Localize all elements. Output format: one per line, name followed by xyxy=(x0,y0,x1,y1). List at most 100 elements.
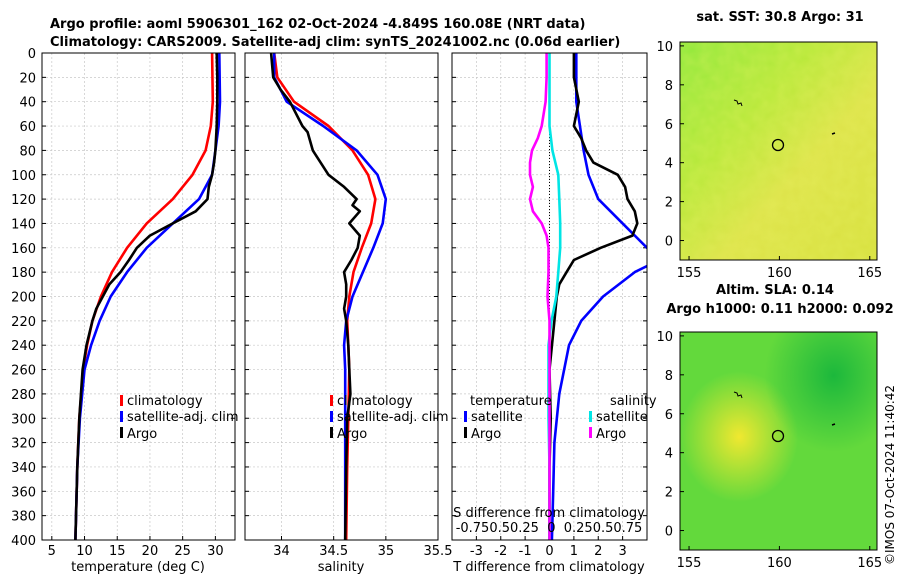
legend-label-satellite: satellite-adj. clim xyxy=(127,410,239,425)
sst-axis-ticks: 155 160 165 0 2 4 6 8 10 xyxy=(656,40,882,281)
title-line1: Argo profile: aoml 5906301_162 02-Oct-20… xyxy=(50,17,585,32)
panel-difference-frame xyxy=(451,52,648,541)
x-tick-label: 0 xyxy=(545,544,553,559)
legend-swatch-argo xyxy=(120,427,123,438)
sst-map-frame xyxy=(679,41,878,261)
y-tick-label: 140 xyxy=(11,217,36,232)
legend-title-temperature: temperature xyxy=(470,394,552,409)
x-tick-label: 15 xyxy=(109,544,126,559)
x-tick-label: 34 xyxy=(273,544,290,559)
sla-argo-position-marker xyxy=(771,429,785,443)
y-tick-label: 180 xyxy=(11,266,36,281)
map-y-tick-label: 8 xyxy=(665,79,673,94)
map-y-tick-label: 0 xyxy=(665,525,673,540)
sst-island-mark xyxy=(831,132,836,135)
legend-swatch-t-satellite xyxy=(464,411,467,422)
y-tick-label: 360 xyxy=(11,485,36,500)
xlabel-difference: T difference from climatology xyxy=(452,560,645,575)
x-tick-label: -1 xyxy=(519,544,532,559)
y-tick-label: 220 xyxy=(11,315,36,330)
y-tick-label: 320 xyxy=(11,437,36,452)
legend-label-s-argo: Argo xyxy=(596,427,626,442)
map-y-tick-label: 10 xyxy=(656,330,673,345)
y-tick-label: 200 xyxy=(11,291,36,306)
map-x-tick-label: 155 xyxy=(677,266,702,281)
x-tick-label: -3 xyxy=(470,544,483,559)
legend-swatch-climatology xyxy=(330,395,333,406)
legend-title-salinity: salinity xyxy=(610,394,657,409)
y-tick-label: 280 xyxy=(11,388,36,403)
map-x-tick-label: 160 xyxy=(767,556,792,571)
map-y-tick-label: 6 xyxy=(665,118,673,133)
y-tick-label: 400 xyxy=(11,534,36,549)
y-tick-label: 0 xyxy=(28,47,36,62)
timestamp: ©IMOS 07-Oct-2024 11:40:42 xyxy=(883,385,897,565)
y-tick-label: 80 xyxy=(19,144,36,159)
x-tick-label: 2 xyxy=(594,544,602,559)
x-tick-label: 5 xyxy=(48,544,56,559)
legend-swatch-s-satellite xyxy=(589,411,592,422)
xlabel-temperature: temperature (deg C) xyxy=(71,560,205,575)
y-tick-label: 120 xyxy=(11,193,36,208)
ticks-layer: 5 10 15 20 25 30 34 34.5 35 35.5 -3 -2 -1 0 1 2 30204060… xyxy=(11,47,647,559)
x-tick-label: 20 xyxy=(142,544,159,559)
y-tick-label: 20 xyxy=(19,71,36,86)
x-tick-label: 10 xyxy=(76,544,93,559)
x-tick-label: -2 xyxy=(494,544,507,559)
y-tick-label: 340 xyxy=(11,461,36,476)
series-line-satellite-adj-clim xyxy=(272,53,388,540)
y-tick-label: 160 xyxy=(11,242,36,257)
sst-island-mark xyxy=(733,99,743,107)
legend-label-argo: Argo xyxy=(337,427,367,442)
x-tick-label: 35.5 xyxy=(424,544,453,559)
series-line-argo xyxy=(74,53,219,540)
series-line-t-argo xyxy=(548,53,639,540)
y-tick-label: 100 xyxy=(11,169,36,184)
title-line2: Climatology: CARS2009. Satellite-adj cli… xyxy=(50,35,620,50)
map-y-tick-label: 2 xyxy=(665,486,673,501)
legend-swatch-climatology xyxy=(120,395,123,406)
legend-label-argo: Argo xyxy=(127,427,157,442)
legend-swatch-t-argo xyxy=(464,427,467,438)
series-line-s-argo xyxy=(528,53,551,540)
map-y-tick-label: 10 xyxy=(656,40,673,55)
map-y-tick-label: 8 xyxy=(665,369,673,384)
map-y-tick-label: 4 xyxy=(665,157,673,172)
legend-label-t-satellite: satellite xyxy=(471,410,523,425)
map-y-tick-label: 6 xyxy=(665,408,673,423)
map-y-tick-label: 4 xyxy=(665,447,673,462)
legend-salinity-panel: climatology satellite-adj. clim Argo xyxy=(330,394,449,442)
legend-difference-panel: temperature salinity satellite Argo sate… xyxy=(464,394,657,442)
x-tick-label: 3 xyxy=(618,544,626,559)
y-tick-label: 240 xyxy=(11,339,36,354)
legend-swatch-s-argo xyxy=(589,427,592,438)
legend-label-climatology: climatology xyxy=(127,394,203,409)
xlabel-salinity: salinity xyxy=(318,560,365,575)
sla-map-frame xyxy=(679,331,878,551)
y-tick-label: 300 xyxy=(11,412,36,427)
legend-swatch-argo xyxy=(330,427,333,438)
map-x-tick-label: 155 xyxy=(677,556,702,571)
x-tick-label: 34.5 xyxy=(319,544,348,559)
sla-map-title1: Altim. SLA: 0.14 xyxy=(716,283,834,298)
y-tick-label: 380 xyxy=(11,510,36,525)
legend-temperature-panel: climatology satellite-adj. clim Argo xyxy=(120,394,239,442)
sst-map-title: sat. SST: 30.8 Argo: 31 xyxy=(696,10,863,25)
legend-label-satellite: satellite-adj. clim xyxy=(337,410,449,425)
y-tick-label: 60 xyxy=(19,120,36,135)
sla-map-title2: Argo h1000: 0.11 h2000: 0.092 xyxy=(666,302,893,317)
y-tick-label: 40 xyxy=(19,96,36,111)
legend-swatch-satellite xyxy=(120,411,123,422)
panel-salinity-frame xyxy=(244,52,439,541)
s-diff-label: S difference from climatology xyxy=(453,506,645,521)
map-x-tick-label: 160 xyxy=(767,266,792,281)
legend-swatch-satellite xyxy=(330,411,333,422)
legend-label-t-argo: Argo xyxy=(471,427,501,442)
s-diff-ticks: -0.750.50.25 0 0.250.50.75 xyxy=(456,521,643,536)
map-y-tick-label: 0 xyxy=(665,235,673,250)
series-line-argo xyxy=(269,53,362,540)
legend-label-s-satellite: satellite xyxy=(596,410,648,425)
y-tick-label: 260 xyxy=(11,364,36,379)
map-x-tick-label: 165 xyxy=(857,266,882,281)
